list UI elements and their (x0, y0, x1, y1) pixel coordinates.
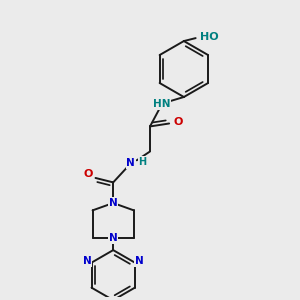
Text: O: O (83, 169, 93, 178)
Text: N: N (135, 256, 144, 266)
Text: N: N (83, 256, 92, 266)
Text: O: O (173, 117, 183, 127)
Text: H: H (139, 157, 147, 167)
Text: N: N (109, 233, 118, 243)
Text: N: N (127, 158, 135, 168)
Text: N: N (109, 198, 118, 208)
Text: HN: HN (153, 99, 170, 110)
Text: HO: HO (200, 32, 219, 42)
